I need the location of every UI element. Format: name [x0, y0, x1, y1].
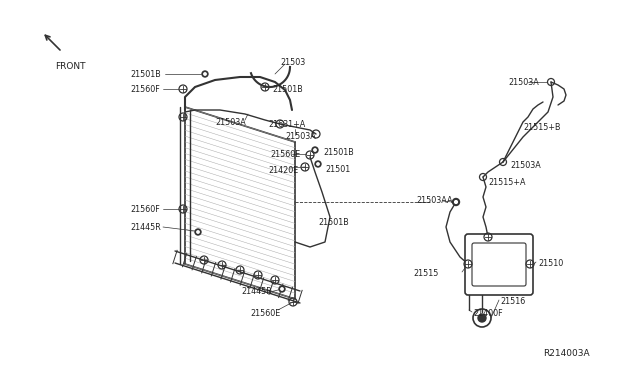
Circle shape [315, 161, 321, 167]
Circle shape [197, 231, 199, 233]
Text: 21501B: 21501B [318, 218, 349, 227]
Text: 21445R: 21445R [241, 288, 272, 296]
Text: 21560E: 21560E [250, 310, 280, 318]
Text: 21445R: 21445R [130, 222, 161, 231]
Text: 21503A: 21503A [215, 118, 246, 126]
Text: 21510: 21510 [538, 260, 563, 269]
Text: FRONT: FRONT [55, 62, 86, 71]
Text: 21560F: 21560F [130, 205, 160, 214]
Circle shape [454, 201, 458, 203]
Text: 21400F: 21400F [473, 310, 502, 318]
Circle shape [314, 149, 316, 151]
Text: 21503A: 21503A [285, 131, 316, 141]
Text: 21560E: 21560E [270, 150, 300, 158]
Circle shape [452, 199, 460, 205]
Circle shape [281, 288, 283, 290]
Circle shape [312, 147, 318, 153]
Circle shape [195, 229, 201, 235]
Text: 21515+B: 21515+B [523, 122, 561, 131]
Text: 21516: 21516 [500, 298, 525, 307]
Text: 21501B: 21501B [272, 84, 303, 93]
FancyBboxPatch shape [465, 234, 533, 295]
Circle shape [202, 71, 208, 77]
Text: 21503: 21503 [280, 58, 305, 67]
Text: 21631+A: 21631+A [268, 119, 305, 128]
Text: 21501B: 21501B [130, 70, 161, 78]
Text: 21560F: 21560F [130, 84, 160, 93]
Text: 21501B: 21501B [323, 148, 354, 157]
Text: 21420E: 21420E [268, 166, 298, 174]
Text: R214003A: R214003A [543, 350, 590, 359]
Text: 21515+A: 21515+A [488, 177, 525, 186]
Circle shape [478, 314, 486, 322]
Text: 21515: 21515 [413, 269, 438, 279]
FancyBboxPatch shape [472, 243, 526, 286]
Text: 21503AA: 21503AA [416, 196, 452, 205]
Circle shape [279, 286, 285, 292]
Circle shape [317, 163, 319, 165]
Text: 21503A: 21503A [510, 160, 541, 170]
Text: 21501: 21501 [325, 164, 350, 173]
Circle shape [204, 73, 206, 75]
Text: 21503A: 21503A [508, 77, 539, 87]
